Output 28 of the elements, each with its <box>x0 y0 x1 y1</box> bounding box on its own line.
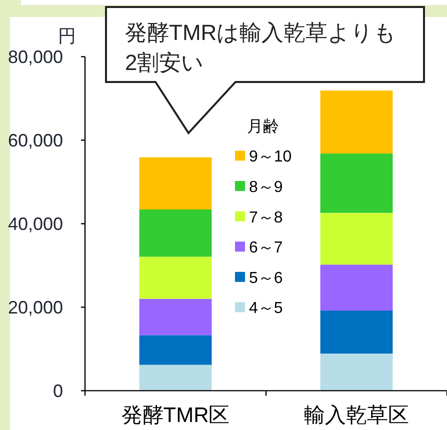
x-tick-label: 輸入乾草区 <box>304 404 409 427</box>
y-tick-label: 40,000 <box>8 214 63 234</box>
y-tick-label: 20,000 <box>8 298 63 318</box>
bar <box>320 354 393 391</box>
x-tick-label: 発酵TMR区 <box>121 404 230 427</box>
bar <box>139 335 212 365</box>
y-tick-label: 0 <box>52 381 63 401</box>
bar <box>139 157 212 210</box>
bar <box>139 210 212 257</box>
bar <box>139 298 212 336</box>
legend-label: 6～7 <box>249 240 283 257</box>
legend-label: 4～5 <box>249 300 283 318</box>
bar <box>320 90 393 154</box>
legend-label: 9～10 <box>249 148 292 166</box>
y-tick-label: 80,000 <box>8 47 63 67</box>
legend-title: 月齢 <box>247 118 279 136</box>
legend-label: 8～9 <box>249 179 283 196</box>
legend-label: 5～6 <box>249 270 283 287</box>
bar <box>320 264 393 311</box>
bar <box>320 212 393 265</box>
y-axis-title: 円 <box>58 26 76 46</box>
bar <box>139 256 212 299</box>
bar <box>320 310 393 354</box>
annotation: 発酵TMRは輸入乾草よりも 2割安い <box>125 20 397 75</box>
bar <box>320 154 393 213</box>
legend-label: 7～8 <box>249 209 283 226</box>
bar <box>139 364 212 391</box>
y-tick-label: 60,000 <box>8 130 63 150</box>
